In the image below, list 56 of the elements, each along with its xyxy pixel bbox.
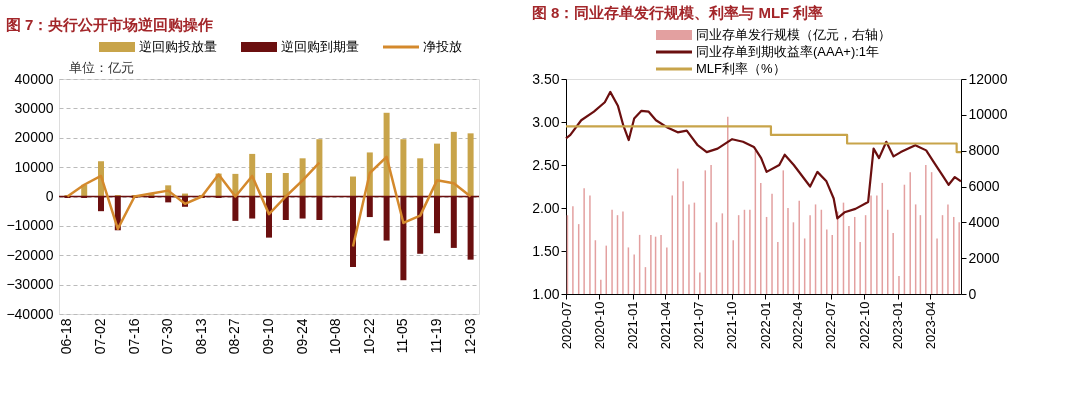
y-tick-label: 0 [45, 188, 54, 204]
y-tick-label: 30000 [14, 99, 54, 116]
x-tick-label: 08-13 [192, 318, 209, 355]
y2-tick-label: 8000 [968, 142, 1000, 159]
y-tick-label: 20000 [14, 129, 54, 146]
x-tick-label: 07-30 [159, 318, 176, 355]
y2-tick-label: 6000 [968, 178, 1000, 194]
x-tick-label: 2022-01 [757, 301, 773, 350]
legend-label: 逆回购到期量 [281, 39, 359, 54]
x-tick-label: 11-05 [394, 318, 411, 354]
x-tick-label: 07-16 [125, 318, 142, 355]
y-tick-label: −40000 [6, 305, 54, 322]
x-tick-label: 2021-07 [690, 301, 706, 350]
x-tick-label: 2021-04 [657, 301, 673, 350]
y-tick-label: 3.00 [532, 113, 560, 130]
x-tick-label: 06-18 [58, 318, 75, 355]
y2-tick-label: 2000 [968, 249, 1000, 266]
x-tick-label: 2020-07 [558, 301, 574, 350]
x-tick-label: 08-27 [226, 318, 243, 355]
y-tick-label: −30000 [6, 276, 54, 293]
chart-title: 图 7：央行公开市场逆回购操作 [5, 16, 214, 33]
x-tick-label: 2022-04 [790, 301, 806, 350]
chart-title: 图 8：同业存单发行规模、利率与 MLF 利率 [531, 4, 824, 21]
y-tick-label: 2.50 [532, 156, 560, 173]
x-tick-label: 2022-10 [856, 301, 872, 350]
legend-label: 同业存单到期收益率(AAA+):1年 [696, 44, 880, 59]
x-tick-label: 09-10 [260, 318, 276, 355]
text: 单位：亿元 [69, 60, 134, 75]
x-tick-label: 10-22 [360, 318, 377, 355]
y-tick-label: 40000 [14, 70, 54, 87]
y-tick-label: 3.50 [532, 70, 560, 87]
x-tick-label: 12-03 [461, 318, 478, 355]
y-tick-label: 10000 [14, 158, 54, 175]
legend-label: 同业存单发行规模（亿元，右轴） [696, 27, 891, 42]
x-tick-label: 2020-10 [591, 301, 607, 350]
legend-label: MLF利率（%） [696, 61, 786, 76]
x-tick-label: 2023-04 [922, 301, 938, 350]
y2-tick-label: 4000 [968, 213, 1000, 230]
y-tick-label: 1.00 [532, 285, 560, 302]
x-tick-label: 07-02 [92, 318, 108, 355]
y2-tick-label: 10000 [968, 106, 1008, 123]
x-tick-label: 2021-10 [724, 301, 740, 350]
x-tick-label: 2021-01 [625, 301, 641, 350]
x-tick-label: 11-19 [428, 318, 444, 354]
y2-tick-label: 0 [968, 285, 977, 302]
y-tick-label: −20000 [6, 246, 54, 263]
legend-label: 逆回购投放量 [139, 39, 217, 54]
y-tick-label: −10000 [6, 217, 54, 234]
y-tick-label: 2.00 [532, 199, 560, 216]
x-tick-label: 10-08 [327, 318, 344, 355]
y-tick-label: 1.50 [532, 242, 560, 259]
x-tick-label: 09-24 [293, 318, 310, 355]
y2-tick-label: 12000 [968, 70, 1008, 87]
x-tick-label: 2023-01 [890, 301, 906, 350]
x-tick-label: 2022-07 [823, 301, 839, 350]
legend-label: 净投放 [423, 39, 462, 54]
